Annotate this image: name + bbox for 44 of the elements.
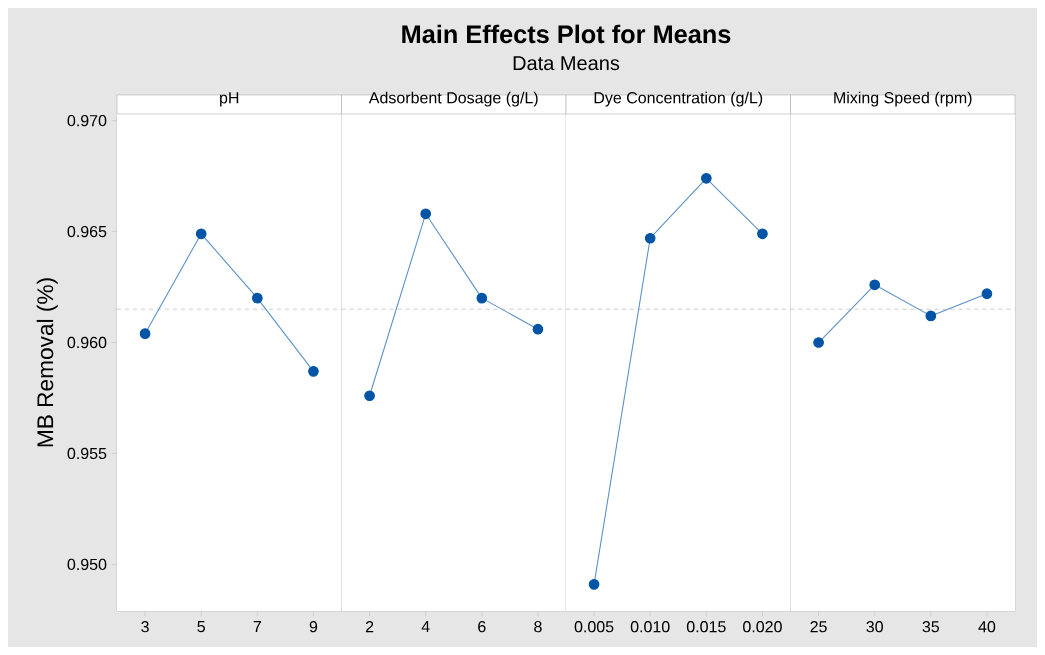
point xyxy=(195,228,207,240)
point xyxy=(813,337,824,348)
point xyxy=(532,323,544,335)
point xyxy=(420,208,432,220)
x-axis-title: pH xyxy=(220,92,239,107)
x-tick-label: 8 xyxy=(534,621,542,633)
x-tick-label: 35 xyxy=(922,621,940,633)
y-tick-label: 0.970 xyxy=(67,114,107,127)
y-tick-label: 0.960 xyxy=(67,336,107,349)
x-tick-label: 6 xyxy=(478,621,486,633)
x-axis-title: Adsorbent Dosage (g/L) xyxy=(368,91,538,107)
x-tick-label: 3 xyxy=(141,621,149,633)
x-tick-label: 40 xyxy=(978,621,996,633)
x-tick-label: 0.020 xyxy=(743,621,782,633)
point xyxy=(308,366,319,377)
x-tick-label: 0.005 xyxy=(574,621,614,633)
point xyxy=(139,328,151,339)
point xyxy=(364,390,375,402)
point xyxy=(869,279,881,291)
x-tick-label: 25 xyxy=(810,621,827,633)
x-tick-label: 9 xyxy=(309,621,318,633)
x-tick-label: 0.015 xyxy=(686,621,726,633)
x-axis-title: Mixing Speed (rpm) xyxy=(834,91,972,107)
x-tick-label: 5 xyxy=(197,621,205,633)
y-tick-label: 0.950 xyxy=(67,558,107,571)
y-tick-label: 0.965 xyxy=(67,225,107,238)
point xyxy=(476,292,488,304)
point xyxy=(700,172,712,184)
point xyxy=(757,228,768,240)
x-tick-label: 2 xyxy=(365,621,374,633)
x-tick-label: 4 xyxy=(421,621,430,633)
point xyxy=(981,288,993,300)
y-axis-title: MB Removal (%) xyxy=(36,278,58,447)
point xyxy=(925,310,937,322)
x-tick-label: 0.010 xyxy=(630,621,670,633)
x-axis-title: Dye Concentration (g/L) xyxy=(594,91,763,107)
text: Main Effects Plot for Means xyxy=(402,24,731,44)
text: Data Means xyxy=(513,56,620,71)
x-tick-label: 7 xyxy=(253,621,261,633)
x-tick-label: 30 xyxy=(866,621,883,633)
point xyxy=(644,232,656,244)
y-tick-label: 0.955 xyxy=(67,447,107,460)
point xyxy=(588,579,600,590)
point xyxy=(251,292,263,304)
